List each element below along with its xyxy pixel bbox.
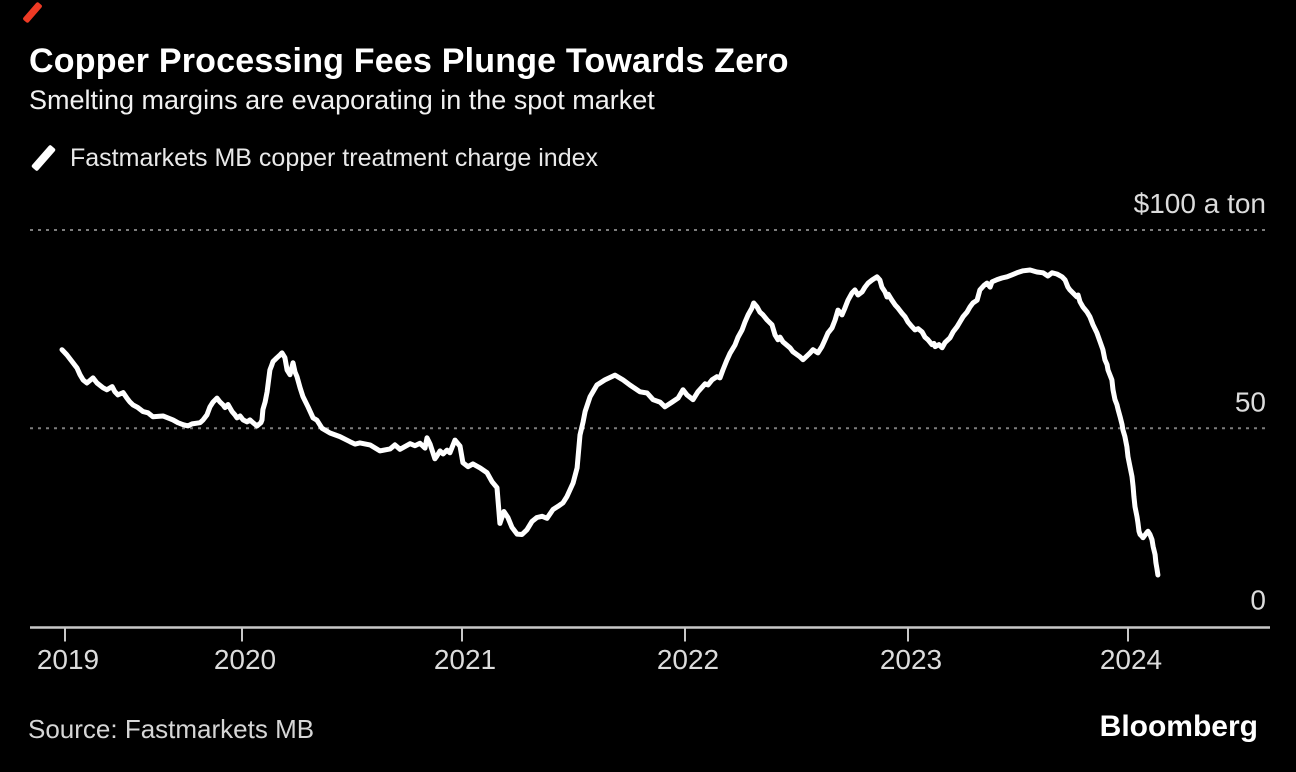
y-axis-label-0: 0 xyxy=(1250,585,1266,616)
bloomberg-wordmark: Bloomberg xyxy=(1099,710,1258,743)
x-tick-label-2023: 2023 xyxy=(880,644,942,675)
legend-label: Fastmarkets MB copper treatment charge i… xyxy=(70,143,599,172)
x-tick-label-2021: 2021 xyxy=(434,644,496,675)
series-line-0 xyxy=(59,267,1161,578)
legend: Fastmarkets MB copper treatment charge i… xyxy=(29,143,598,173)
y-axis-label-50: 50 xyxy=(1235,386,1266,417)
x-tick-label-2019: 2019 xyxy=(37,644,99,675)
page-subtitle: Smelting margins are evaporating in the … xyxy=(29,85,655,115)
x-tick-label-2020: 2020 xyxy=(214,644,276,675)
x-tick-label-2022: 2022 xyxy=(657,644,719,675)
x-tick-label-2024: 2024 xyxy=(1100,644,1162,675)
y-axis-label-100: $100 a ton xyxy=(1134,188,1266,219)
source-note: Source: Fastmarkets MB xyxy=(28,714,315,744)
page-title: Copper Processing Fees Plunge Towards Ze… xyxy=(29,42,789,80)
